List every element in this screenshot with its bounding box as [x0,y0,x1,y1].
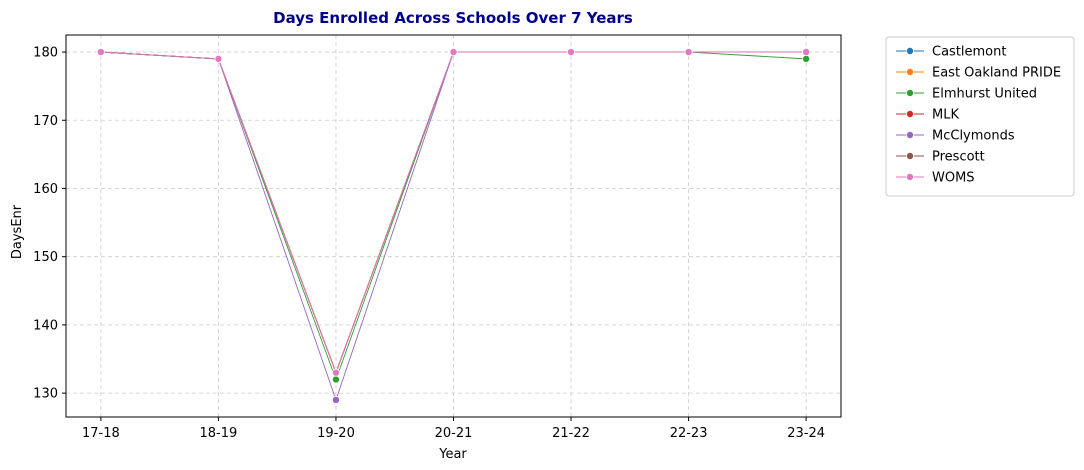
legend-marker [906,151,915,160]
legend-item-woms: WOMS [896,171,975,186]
data-point-woms [449,48,458,57]
legend-marker [906,68,915,77]
legend-item-east-oakland-pride: East Oakland PRIDE [896,66,1061,81]
y-tick-label: 180 [33,46,58,61]
y-axis-label: DaysEnr [10,204,25,259]
legend-label: WOMS [932,171,975,186]
chart-title: Days Enrolled Across Schools Over 7 Year… [273,9,633,27]
legend-marker [906,110,915,119]
x-tick-label: 22-23 [670,426,708,441]
legend-label: East Oakland PRIDE [932,66,1061,81]
x-tick-label: 23-24 [787,426,825,441]
x-tick-label: 20-21 [435,426,473,441]
legend-marker [906,89,915,98]
data-point-elmhurst-united [331,375,340,384]
series-layer [96,48,811,404]
x-tick-label: 21-22 [552,426,590,441]
legend-label: McClymonds [932,129,1015,144]
y-tick-label: 170 [33,114,58,129]
legend-item-mlk: MLK [896,108,959,123]
legend-label: Castlemont [932,45,1006,60]
legend: Castlemont East Oakland PRIDE Elmhurst Uni… [885,36,1075,197]
legend-item-castlemont: Castlemont [896,45,1006,60]
legend-label: Prescott [932,150,985,165]
y-tick-label: 140 [33,318,58,333]
legend-marker [906,47,915,56]
data-point-woms [96,48,105,57]
data-point-elmhurst-united [802,54,811,63]
data-point-woms [214,54,223,63]
data-point-mcclymonds [331,395,340,404]
data-point-woms [567,48,576,57]
legend-item-elmhurst-united: Elmhurst United [896,87,1037,102]
x-tick-label: 17-18 [82,426,120,441]
x-tick-label: 19-20 [317,426,355,441]
axes: 17-18 18-19 19-20 20-21 21-22 22-23 23-24 130 14… [33,46,825,441]
legend-label: MLK [932,108,959,123]
x-tick-label: 18-19 [200,426,238,441]
data-point-woms [802,48,811,57]
grid [66,35,841,417]
y-tick-label: 130 [33,387,58,402]
legend-label: Elmhurst United [932,87,1037,102]
legend-marker [906,172,915,181]
data-point-woms [684,48,693,57]
series-woms [96,48,811,377]
legend-marker [906,130,915,139]
data-point-woms [331,368,340,377]
legend-item-mcclymonds: McClymonds [896,129,1015,144]
x-axis-label: Year [438,447,467,462]
legend-item-prescott: Prescott [896,150,985,165]
legend-box [885,36,1075,197]
y-tick-label: 150 [33,250,58,265]
y-tick-label: 160 [33,182,58,197]
